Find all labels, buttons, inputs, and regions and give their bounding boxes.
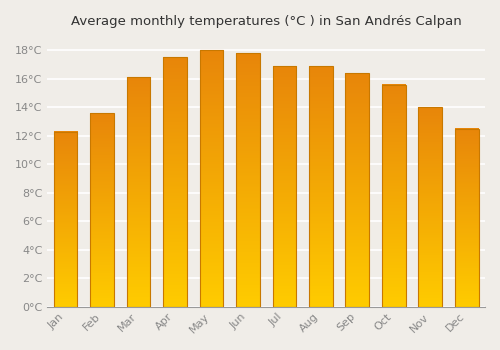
Bar — [309, 66, 332, 307]
Bar — [236, 53, 260, 307]
Bar — [382, 85, 406, 307]
Bar — [418, 107, 442, 307]
Title: Average monthly temperatures (°C ) in San Andrés Calpan: Average monthly temperatures (°C ) in Sa… — [70, 15, 462, 28]
Bar — [346, 73, 369, 307]
Bar — [200, 50, 224, 307]
Bar — [272, 66, 296, 307]
Bar — [163, 57, 187, 307]
Bar — [455, 129, 478, 307]
Bar — [126, 77, 150, 307]
Bar — [54, 132, 78, 307]
Bar — [90, 113, 114, 307]
